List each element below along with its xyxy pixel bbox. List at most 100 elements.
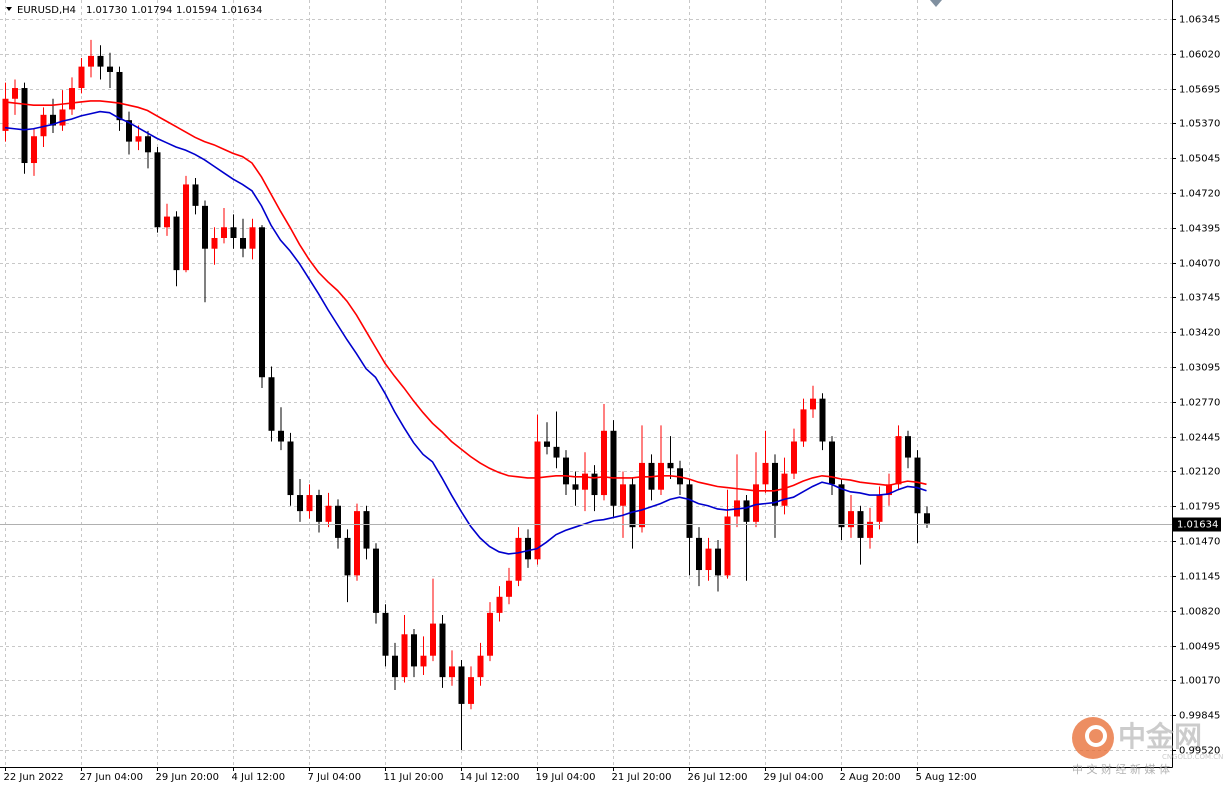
candle-body [354,511,360,576]
watermark: 中金网 CNGOLD.COM.CN 中 文 财 经 新 媒 体 [1072,717,1223,776]
last-price-box [1173,517,1221,532]
logo [1072,717,1114,759]
candle-body [145,136,151,153]
candle-body [895,436,902,485]
candle-body [164,216,170,228]
candle-body [914,457,921,514]
candle-body [116,71,123,121]
candle-body [800,409,807,442]
candle-body [154,152,161,228]
candle-body [249,227,256,249]
shift-marker [930,0,942,7]
candle-body [724,516,731,576]
y-tick-label: 1.01145 [1179,572,1220,583]
candle-body [287,441,294,496]
candle-body [876,495,883,522]
y-tick-label: 1.05045 [1179,154,1220,165]
y-tick-label: 1.01470 [1179,537,1220,548]
candle-body [173,216,180,271]
candle-body [50,114,56,126]
candle-body [306,495,313,512]
brand: 中金网 [1118,720,1202,753]
candle-body [819,398,826,442]
candle-body [97,55,104,67]
candle-body [772,462,778,506]
candle-body [639,462,645,528]
y-tick-label: 1.03095 [1179,363,1220,374]
x-tick-label: 21 Jul 20:00 [612,772,672,783]
symbol: EURUSD,H4 [17,5,76,16]
candle-body [268,377,275,431]
x-tick-label: 2 Aug 20:00 [840,772,901,783]
y-tick-label: 1.02770 [1179,398,1220,409]
candle-body [667,462,674,469]
candle-body [506,580,512,597]
candle-body [401,634,408,678]
candle-body [420,655,427,667]
y-tick-label: 1.04395 [1179,224,1220,235]
candle-body [582,473,588,490]
candle-body [135,136,142,142]
candle-body [743,500,750,522]
candle-body [591,473,598,496]
candle-body [886,484,892,496]
x-tick-label: 11 Jul 20:00 [384,772,444,783]
y-tick-label: 1.04070 [1179,259,1220,270]
candle-body [705,548,712,571]
candle-body [430,623,436,656]
y-tick-label: 1.05695 [1179,85,1220,96]
candle-body [458,666,465,704]
candle-body [59,109,66,126]
header-low: 1.01594 [176,5,217,16]
candle-body [553,446,560,458]
candle-body [629,484,636,528]
x-tick-label: 7 Jul 04:00 [308,772,362,783]
y-tick-label: 1.01795 [1179,502,1220,513]
candle-body [525,537,531,560]
candle-body [240,237,246,249]
candle-body [439,623,446,678]
candle-body [344,537,351,576]
candle-body [221,227,227,238]
candle-body [69,88,75,110]
candle-body [610,430,617,506]
candle-body [411,634,417,667]
site: CNGOLD.COM.CN [1162,753,1223,761]
slogan: 中 文 财 经 新 媒 体 [1072,762,1170,776]
candle-body [316,495,322,522]
candle-body [202,205,208,249]
logo-mark [1085,725,1107,747]
y-tick-label: 0.99845 [1179,711,1220,722]
candle-body [715,548,721,576]
x-tick-label: 19 Jul 04:00 [536,772,596,783]
candle-body [363,511,370,549]
candle-body [534,441,541,560]
plot [0,39,1172,750]
x-tick-label: 27 Jun 04:00 [80,772,144,783]
candle-body [867,521,873,538]
y-tick-label: 1.06345 [1179,15,1220,26]
candle-body [905,436,911,458]
candle-body [487,612,493,656]
candle-body [297,495,303,512]
candle-body [544,441,550,447]
header: EURUSD,H4 1.01730 1.01794 1.01594 1.0163… [6,5,262,16]
candle-body [183,184,189,271]
candle-body [278,430,284,442]
candle-body [810,398,816,410]
y-tick-label: 1.06020 [1179,50,1220,61]
candle-body [107,66,113,72]
candle-body [791,441,797,474]
x-tick-label: 5 Aug 12:00 [916,772,977,783]
y-tick-label: 1.03745 [1179,293,1220,304]
candle-body [31,136,37,164]
candle-body [848,511,854,528]
x-tick-label: 29 Jul 04:00 [764,772,824,783]
candle-body [924,513,930,524]
y-tick-label: 0.99520 [1179,746,1220,757]
x-tick-label: 14 Jul 12:00 [460,772,520,783]
candle-body [601,430,607,496]
candle-body [563,457,569,485]
x-tick-label: 4 Jul 12:00 [232,772,286,783]
